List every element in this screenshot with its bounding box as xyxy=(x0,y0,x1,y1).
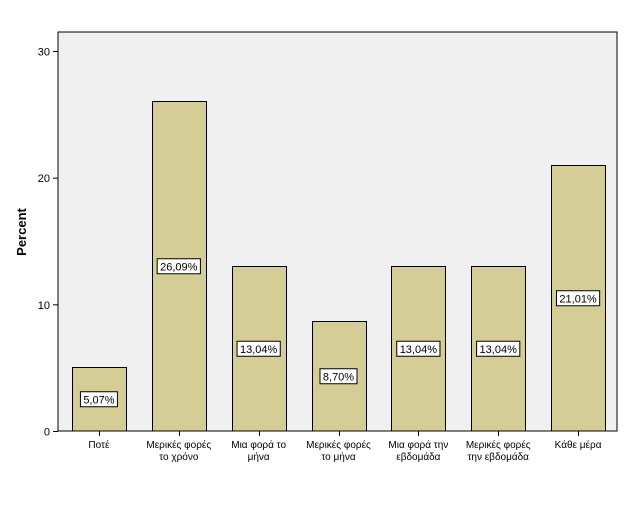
x-tick-label: Μια φορά το μήνα xyxy=(231,439,286,463)
x-tick-label: Κάθε μέρα xyxy=(555,439,602,451)
data-label: 13,04% xyxy=(236,340,281,357)
x-tick-label: Μια φορά την εβδομάδα xyxy=(388,439,448,463)
data-label: 13,04% xyxy=(476,340,521,357)
data-label-box xyxy=(396,340,441,357)
data-label-box xyxy=(319,368,358,385)
data-label: 26,09% xyxy=(156,258,201,275)
y-tick-label: 0 xyxy=(44,427,50,439)
data-label: 13,04% xyxy=(396,340,441,357)
data-label-box xyxy=(236,340,281,357)
data-label-text: 13,04% xyxy=(400,344,438,356)
y-tick-label: 30 xyxy=(38,47,50,59)
data-label-box xyxy=(476,340,521,357)
x-axis: Ποτέ Μερικές φορές το χρόνο Μια φορά το μήνα… xyxy=(88,431,602,463)
data-label: 5,07% xyxy=(79,391,118,408)
data-label-text: 13,04% xyxy=(480,344,518,356)
data-label-text: 5,07% xyxy=(83,394,114,406)
x-tick-label: Ποτέ xyxy=(88,439,110,451)
x-tick-label: Μερικές φορές την εβδομάδα xyxy=(466,439,531,463)
x-tick-label: Μερικές φορές το μήνα xyxy=(306,439,371,463)
data-label-box xyxy=(156,258,201,275)
x-tick-label: Μερικές φορές το χρόνο xyxy=(146,439,211,463)
data-label-text: 21,01% xyxy=(559,293,597,305)
data-label-box xyxy=(555,290,601,307)
y-axis: 0 10 20 30 xyxy=(38,47,58,439)
y-tick-label: 10 xyxy=(38,300,50,312)
y-axis-label: Percent xyxy=(14,207,29,255)
data-label-text: 13,04% xyxy=(240,344,278,356)
data-labels: 5,07% 26,09% 13,04% 8,70% 13,04% 13,04% 21,01% xyxy=(79,258,601,408)
y-tick-label: 20 xyxy=(38,173,50,185)
data-label-box xyxy=(79,391,118,408)
data-label-text: 26,09% xyxy=(160,261,198,273)
data-label: 8,70% xyxy=(319,368,358,385)
data-label: 21,01% xyxy=(555,290,601,307)
data-label-text: 8,70% xyxy=(323,371,354,383)
